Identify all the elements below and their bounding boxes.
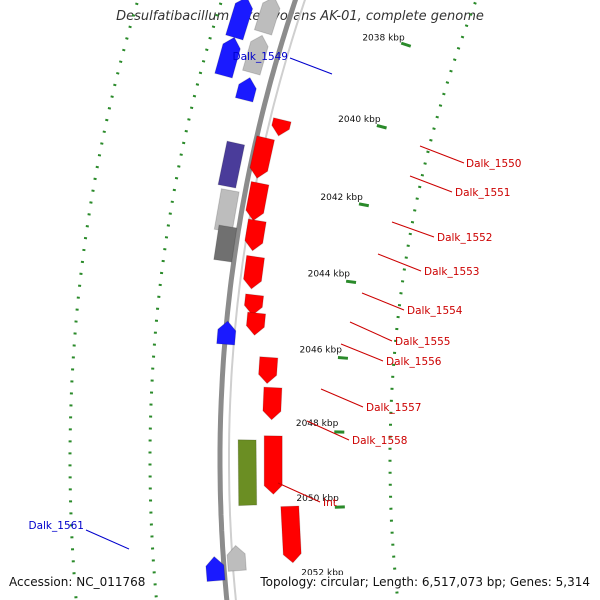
scale-label: 2046 kbp — [300, 345, 343, 355]
scale-label: 2042 kbp — [320, 193, 363, 203]
genome-backbone — [217, 0, 306, 600]
scale-label: 2038 kbp — [362, 33, 405, 43]
scale-tick — [358, 202, 370, 208]
topology-text: Topology: circular; Length: 6,517,073 bp… — [260, 575, 590, 589]
scale-label: 2050 kbp — [296, 494, 339, 504]
gene-feature[interactable] — [205, 555, 226, 583]
scale-tick — [400, 41, 412, 48]
backbone-outer-line — [217, 0, 299, 600]
gene-feature[interactable] — [258, 356, 279, 385]
leader-line — [340, 343, 384, 362]
scale-tick — [337, 356, 349, 360]
gene-feature[interactable] — [213, 224, 238, 263]
leader-line — [361, 292, 405, 311]
leader-line — [349, 321, 393, 342]
gene-features[interactable] — [205, 0, 302, 583]
dotted-arc-3 — [68, 0, 140, 600]
gene-feature[interactable] — [237, 439, 258, 507]
gene-label[interactable]: Dalk_1554 — [407, 305, 463, 317]
gene-feature[interactable] — [242, 254, 266, 290]
leader-line — [320, 388, 364, 408]
gene-feature[interactable] — [234, 76, 257, 103]
scale-tick — [376, 124, 387, 130]
gene-label[interactable]: Dalk_1553 — [424, 266, 480, 278]
scale-label: 2044 kbp — [308, 270, 351, 280]
gene-feature[interactable] — [213, 188, 240, 233]
leader-line — [306, 420, 350, 441]
gene-feature[interactable] — [253, 0, 281, 36]
gene-feature[interactable] — [214, 36, 241, 79]
leader-line — [391, 221, 435, 238]
gene-label[interactable]: Dalk_1550 — [466, 158, 522, 170]
gene-feature[interactable] — [280, 505, 302, 564]
gene-labels: Dalk_1549 Dalk_1550 Dalk_1551 Dalk_1552 Dalk… — [29, 51, 522, 532]
gene-feature[interactable] — [243, 293, 265, 316]
gene-label[interactable]: Dalk_1557 — [366, 402, 422, 414]
leader-line — [409, 175, 453, 193]
gene-feature[interactable] — [241, 34, 269, 76]
backbone-inner-line — [228, 0, 306, 600]
gene-feature[interactable] — [263, 435, 283, 495]
dotted-arc-2 — [148, 0, 224, 600]
leader-line — [419, 145, 465, 164]
gene-label[interactable]: Dalk_1552 — [437, 232, 493, 244]
gene-label[interactable]: Dalk_1555 — [395, 336, 451, 348]
gene-feature[interactable] — [245, 311, 267, 336]
dotted-arc-1 — [388, 0, 478, 600]
dotted-guide-arcs — [68, 0, 478, 600]
leader-line — [85, 529, 130, 550]
leader-line — [289, 57, 333, 75]
scale-label: 2048 kbp — [296, 419, 339, 429]
scale-label: 2052 kbp — [301, 569, 344, 579]
label-leader-lines — [85, 57, 465, 550]
leader-line — [277, 482, 321, 503]
gene-feature[interactable] — [217, 140, 246, 189]
gene-feature[interactable] — [244, 218, 267, 252]
leader-line — [377, 253, 422, 272]
gene-feature[interactable] — [262, 386, 283, 421]
gene-feature[interactable] — [225, 0, 254, 41]
scale-tick — [345, 279, 357, 285]
gene-feature[interactable] — [226, 544, 247, 572]
scale-label: 2040 kbp — [338, 115, 381, 125]
gene-label[interactable]: Dalk_1561 — [29, 520, 85, 532]
gene-label[interactable]: Dalk_1556 — [386, 356, 442, 368]
accession-text: Accession: NC_011768 — [9, 575, 146, 589]
gene-feature[interactable] — [249, 135, 276, 179]
gene-label[interactable]: Dalk_1549 — [233, 51, 289, 63]
gene-feature[interactable] — [271, 117, 292, 137]
gene-feature[interactable] — [216, 320, 237, 346]
gene-label[interactable]: Int — [323, 497, 337, 509]
gene-label[interactable]: Dalk_1551 — [455, 187, 511, 199]
gene-feature[interactable] — [245, 180, 270, 222]
kbp-scale: 2038 kbp 2040 kbp 2042 kbp 2044 kbp 2046 kbp… — [296, 33, 412, 585]
gene-label[interactable]: Dalk_1558 — [352, 435, 408, 447]
